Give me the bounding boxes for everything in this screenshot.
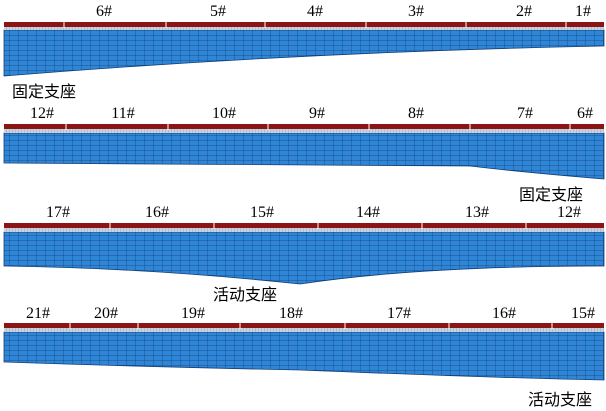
girder-row-1-rail: [4, 26, 604, 30]
segment-label: 6#: [577, 105, 593, 122]
support-label: 活动支座: [213, 285, 277, 304]
segment-label: 15#: [250, 204, 274, 221]
segment-label: 14#: [356, 204, 380, 221]
girder-row-2: 12# 11# 10# 9# 8# 7# 6# 固定支座: [3, 105, 605, 204]
girder-row-1-body: [3, 29, 605, 77]
girder-row-3-dividers: [109, 222, 527, 229]
girder-row-2-rail: [4, 129, 604, 133]
girder-row-2-body: [3, 132, 605, 180]
girder-row-3: 17# 16# 15# 14# 13# 12# 活动支座: [3, 204, 605, 304]
segment-label: 17#: [46, 204, 70, 221]
segment-label: 7#: [517, 105, 533, 122]
girder-row-1: 6# 5# 4# 3# 2# 1# 固定支座: [3, 3, 605, 101]
support-label: 活动支座: [528, 390, 592, 409]
support-label: 固定支座: [519, 185, 583, 204]
segment-label: 15#: [571, 305, 595, 322]
segment-label: 8#: [408, 105, 424, 122]
segment-label: 21#: [26, 305, 50, 322]
girder-row-4-rail: [4, 328, 604, 332]
segment-label: 2#: [516, 3, 532, 20]
girder-row-3-deck: [4, 223, 604, 228]
girder-row-2-deck: [4, 124, 604, 129]
girder-row-2-dividers: [65, 123, 571, 130]
segment-label: 6#: [96, 3, 112, 20]
girder-row-4: 21# 20# 19# 18# 17# 16# 15# 活动支座: [3, 305, 605, 409]
girder-row-3-rail: [4, 228, 604, 232]
segment-label: 16#: [145, 204, 169, 221]
girder-row-1-dividers: [63, 21, 567, 28]
segment-label: 11#: [111, 105, 134, 122]
segment-label: 16#: [492, 305, 516, 322]
support-label: 固定支座: [12, 82, 76, 101]
girder-row-4-body: [3, 331, 605, 381]
segment-label: 13#: [465, 204, 489, 221]
girder-row-3-body: [3, 231, 605, 285]
segment-label: 3#: [408, 3, 424, 20]
girder-row-4-deck: [4, 323, 604, 328]
segment-label: 9#: [309, 105, 325, 122]
segment-label: 1#: [575, 3, 591, 20]
girder-row-4-dividers: [69, 322, 553, 329]
segment-label: 10#: [212, 105, 236, 122]
segment-label: 18#: [279, 305, 303, 322]
segment-label: 5#: [210, 3, 226, 20]
segment-label: 17#: [387, 305, 411, 322]
segment-label: 12#: [30, 105, 54, 122]
girder-row-1-deck: [4, 22, 604, 27]
segment-label: 12#: [557, 204, 581, 221]
segment-label: 20#: [94, 305, 118, 322]
segment-label: 4#: [307, 3, 323, 20]
segment-label: 19#: [181, 305, 205, 322]
